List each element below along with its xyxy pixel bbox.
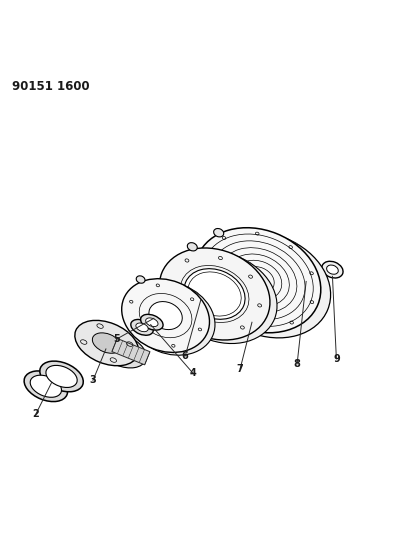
Ellipse shape	[136, 276, 145, 283]
Ellipse shape	[205, 233, 331, 338]
Polygon shape	[112, 338, 150, 365]
Ellipse shape	[46, 366, 77, 387]
Ellipse shape	[92, 333, 121, 353]
Text: 4: 4	[190, 368, 197, 378]
Text: 2: 2	[33, 409, 39, 419]
Ellipse shape	[149, 302, 182, 329]
Ellipse shape	[187, 243, 197, 251]
Text: 9: 9	[333, 354, 340, 364]
Ellipse shape	[184, 269, 245, 319]
Text: 3: 3	[89, 375, 97, 385]
Ellipse shape	[30, 375, 61, 397]
Text: 90151 1600: 90151 1600	[13, 80, 90, 93]
Text: 7: 7	[237, 364, 243, 374]
Ellipse shape	[40, 361, 83, 392]
Ellipse shape	[141, 314, 163, 330]
Ellipse shape	[191, 279, 200, 286]
Ellipse shape	[327, 265, 338, 274]
Ellipse shape	[24, 371, 68, 401]
Ellipse shape	[322, 261, 343, 278]
Ellipse shape	[122, 279, 210, 352]
Ellipse shape	[160, 248, 270, 340]
Ellipse shape	[146, 318, 158, 327]
Text: 5: 5	[113, 334, 120, 344]
Ellipse shape	[299, 267, 318, 282]
Ellipse shape	[98, 334, 146, 368]
Ellipse shape	[214, 229, 224, 237]
Ellipse shape	[127, 281, 215, 355]
Ellipse shape	[293, 262, 325, 287]
Ellipse shape	[110, 342, 135, 360]
Ellipse shape	[136, 323, 148, 332]
Ellipse shape	[75, 320, 139, 366]
Ellipse shape	[131, 319, 153, 335]
Ellipse shape	[166, 252, 277, 344]
Text: 6: 6	[182, 351, 189, 361]
Ellipse shape	[195, 228, 321, 333]
Text: 8: 8	[294, 359, 301, 369]
